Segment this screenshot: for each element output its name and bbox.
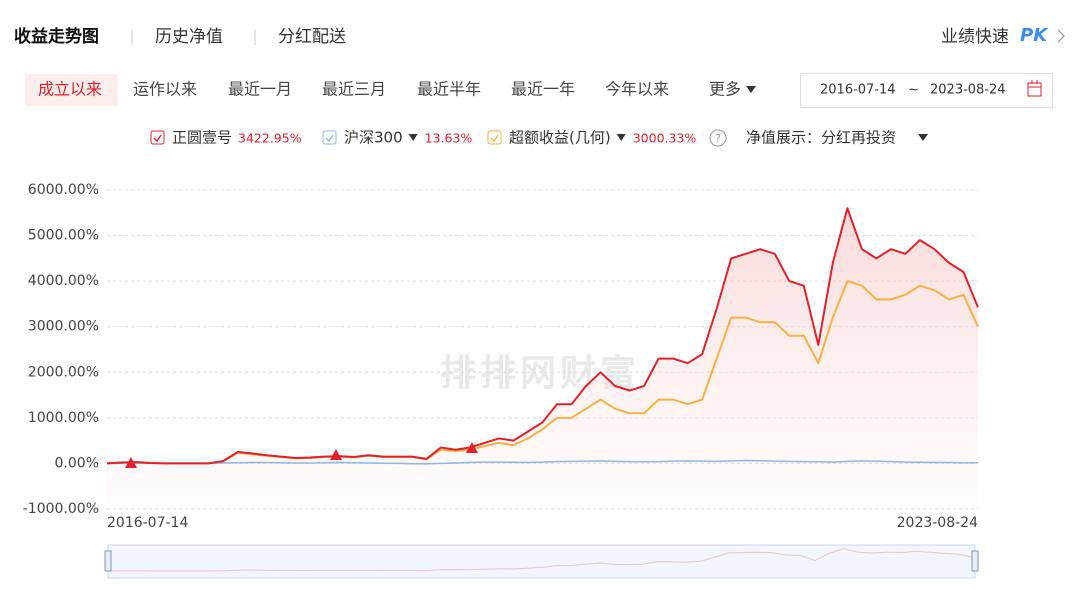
legend-checkbox[interactable] xyxy=(487,130,502,145)
y-tick-label: -1000.00% xyxy=(23,501,99,517)
legend-value: 3422.95% xyxy=(238,131,302,146)
period-button[interactable]: 最近半年 xyxy=(417,80,481,99)
y-tick-label: 4000.00% xyxy=(28,273,99,289)
legend-checkbox[interactable] xyxy=(150,130,165,145)
area xyxy=(107,208,978,509)
period-button[interactable]: 最近三月 xyxy=(322,80,386,99)
navigator-preview xyxy=(109,548,974,572)
check-mark xyxy=(153,134,162,143)
dropdown-arrow xyxy=(616,134,626,141)
date-box[interactable] xyxy=(800,73,1053,108)
legend-label[interactable]: 超额收益(几何) xyxy=(509,129,611,147)
legend: 正圆壹号 3422.95% 沪深300 13.63% 超额收益(几何) 3000.33% xyxy=(150,129,697,147)
plot: -1000.00% 0.00% 1000.00% 2000.00% 3000.00% 40… xyxy=(23,182,979,531)
period-button[interactable]: 成立以来 xyxy=(38,80,102,99)
legend-value: 13.63% xyxy=(425,131,473,146)
legend-label[interactable]: 沪深300 xyxy=(344,129,403,147)
active-period-bg xyxy=(25,74,118,106)
period-button[interactable]: 运作以来 xyxy=(133,80,197,99)
dropdown-arrow xyxy=(918,134,928,141)
period-button[interactable]: 最近一年 xyxy=(511,80,575,99)
legend-checkbox[interactable] xyxy=(322,130,337,145)
period-bar: 成立以来 运作以来 最近一月 最近三月 最近半年 最近一年 今年以来 更多 xyxy=(38,80,756,99)
y-tick-label: 5000.00% xyxy=(28,228,99,244)
legend-value: 3000.33% xyxy=(633,131,697,146)
nav-mode[interactable]: 净值展示：分红再投资 xyxy=(746,129,896,147)
y-tick-label: 2000.00% xyxy=(28,364,99,380)
y-tick-label: 1000.00% xyxy=(28,410,99,426)
period-button[interactable]: 今年以来 xyxy=(605,80,669,99)
help-glyph: ? xyxy=(715,132,721,145)
period-button[interactable]: 更多 xyxy=(709,80,741,99)
dropdown-arrow xyxy=(746,86,756,93)
dropdown-arrow xyxy=(408,134,418,141)
dividend-marker xyxy=(330,449,342,460)
check-mark xyxy=(490,134,499,143)
y-tick-label: 6000.00% xyxy=(28,182,99,198)
period-button[interactable]: 最近一月 xyxy=(228,80,292,99)
pk-label[interactable]: 业绩快速 xyxy=(941,27,1009,47)
navigator-handle[interactable] xyxy=(104,550,112,572)
calendar-icon[interactable] xyxy=(1027,80,1042,97)
x-tick-label: 2016-07-14 xyxy=(107,515,188,531)
navigator[interactable] xyxy=(107,544,976,579)
dividend-marker xyxy=(466,442,478,453)
navigator-handle[interactable] xyxy=(971,550,979,572)
tab[interactable]: 分红配送 xyxy=(278,27,346,47)
x-tick-label: 2023-08-24 xyxy=(897,515,978,531)
date-end[interactable]: 2023-08-24 xyxy=(930,83,1006,98)
arrow-icon xyxy=(1057,29,1065,43)
y-tick-label: 3000.00% xyxy=(28,319,99,335)
date-sep: ~ xyxy=(908,83,919,98)
series-line xyxy=(106,459,979,465)
navigator-line xyxy=(109,548,974,572)
series-line xyxy=(106,207,979,465)
dividend-marker xyxy=(125,457,137,468)
y-tick-label: 0.00% xyxy=(55,455,99,471)
check-mark xyxy=(325,134,334,143)
tab[interactable]: 历史净值 xyxy=(155,27,223,47)
help-icon[interactable] xyxy=(709,129,727,147)
tab[interactable]: 收益走势图 xyxy=(14,26,99,47)
date-start[interactable]: 2016-07-14 xyxy=(820,83,896,98)
pk[interactable]: PK xyxy=(1020,25,1049,46)
legend-label[interactable]: 正圆壹号 xyxy=(172,129,232,147)
